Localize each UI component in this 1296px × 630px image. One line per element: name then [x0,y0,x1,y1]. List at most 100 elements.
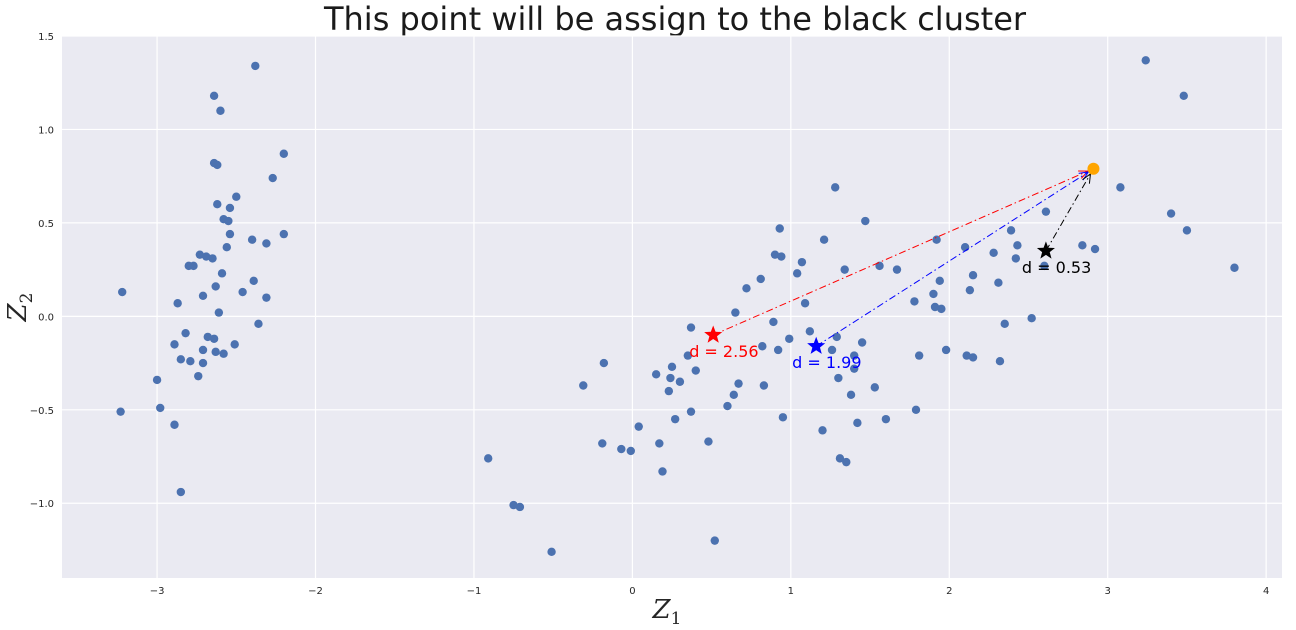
data-point [194,371,203,381]
data-point [819,235,829,244]
data-points [116,56,1239,557]
y-tick-label: 1.0 [38,125,54,136]
data-point [222,242,231,252]
data-point [932,235,941,244]
distance-labels: d = 2.56 d = 1.99 d = 0.53 [689,258,1091,372]
data-point [176,487,186,497]
data-point [238,287,247,297]
data-point [201,252,211,261]
data-point [214,308,224,317]
data-point [198,345,208,355]
data-point [875,261,884,271]
blue-centroid-star [807,336,826,354]
data-point [208,254,217,263]
data-point [758,342,767,351]
data-point [910,297,919,306]
data-point [842,457,851,467]
data-point [960,242,970,252]
data-point [198,358,208,368]
data-point [1040,261,1049,271]
data-point [773,345,783,355]
data-point [778,413,788,422]
data-point [617,444,626,454]
data-point [723,401,732,411]
data-point [818,426,827,435]
data-point [1078,241,1087,250]
data-point [219,349,228,358]
data-point [1166,209,1176,218]
data-point [995,357,1005,366]
data-point [626,446,636,456]
data-point [1230,263,1239,272]
data-point [770,250,780,259]
data-point [217,269,227,278]
data-point [262,239,271,248]
data-point [170,420,179,429]
data-point [598,439,607,448]
data-point [729,390,738,400]
data-point [224,216,233,226]
chart-title: This point will be assign to the black c… [323,0,1027,38]
data-point [930,302,940,312]
data-point [230,340,239,349]
x-axis-label: Z1 [652,595,682,629]
data-point [579,381,588,390]
x-tick-label: −2 [308,586,323,597]
blue-distance-line [815,168,1094,347]
data-point [1141,56,1150,65]
data-point [675,377,685,386]
data-point [211,282,220,291]
data-point [935,276,944,286]
data-point [1006,226,1016,235]
data-point [216,106,225,115]
data-point [830,183,840,192]
data-point [225,203,235,213]
x-tick-label: −1 [467,586,482,597]
data-point [965,285,975,295]
distance-lines [712,168,1094,347]
data-point [247,235,257,244]
data-point [655,439,664,448]
data-point [853,418,862,428]
data-point [651,370,661,379]
data-point [734,379,743,388]
data-point [881,414,891,424]
data-point [832,332,841,342]
data-point [968,353,978,362]
data-point [683,351,693,360]
red-centroid-star [704,325,723,343]
data-point [254,319,263,329]
data-point [484,454,493,463]
data-point [213,200,222,209]
x-tick-label: −3 [150,586,165,597]
data-point [914,351,924,360]
data-point [181,328,190,338]
data-point [686,323,696,332]
data-point [777,252,786,261]
data-point [156,403,165,413]
data-point [279,149,289,158]
data-point [759,381,769,390]
data-point [710,536,719,545]
data-point [225,229,235,239]
data-point [189,261,198,271]
data-point [1000,319,1009,329]
data-point [198,291,208,300]
data-point [664,386,674,396]
data-point [968,271,978,280]
data-point [941,345,951,355]
data-point [599,358,609,368]
data-point [658,467,667,476]
data-point [835,454,845,463]
data-point [251,61,260,71]
black-centroid-star [1036,241,1055,259]
x-tick-label: 4 [1263,586,1269,597]
data-point [850,364,859,373]
data-point [827,345,837,355]
data-point [634,422,643,431]
x-ticks: −3 −2 −1 0 1 2 3 4 [150,586,1270,597]
data-point [1011,254,1021,263]
data-point [962,351,971,360]
data-point [850,351,859,360]
